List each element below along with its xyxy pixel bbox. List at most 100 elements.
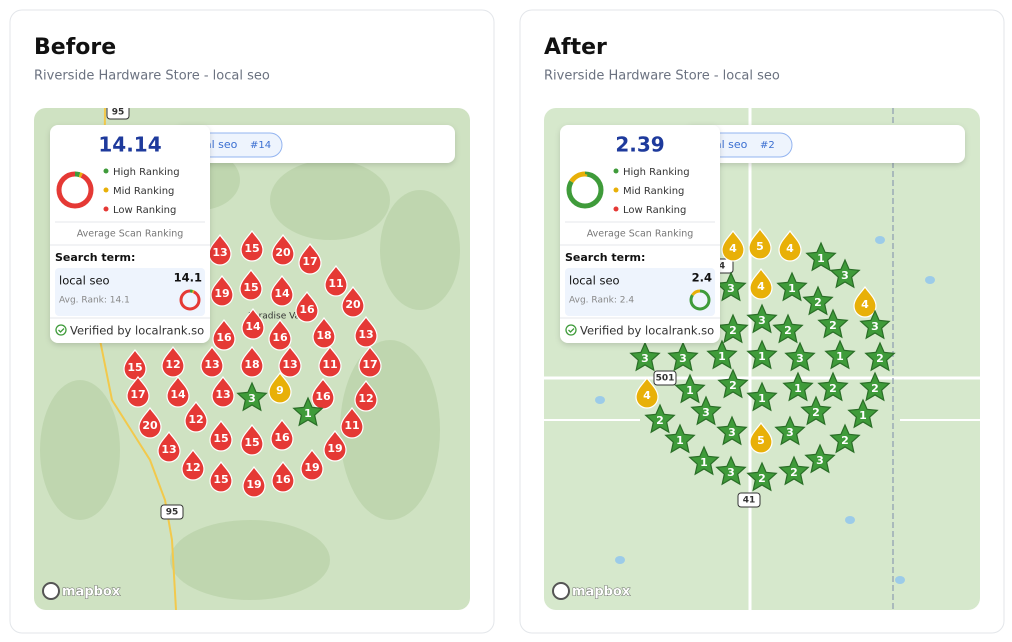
rank-label: 15 [127, 361, 142, 374]
rank-label: 17 [130, 388, 145, 401]
rank-marker: 4 [853, 285, 877, 318]
drop-marker [748, 227, 772, 260]
drop-marker [312, 316, 336, 349]
rank-label: 2 [729, 324, 737, 337]
rank-marker: 13 [200, 345, 224, 378]
drop-marker [298, 242, 322, 275]
rank-marker: 19 [323, 429, 347, 462]
drop-marker [278, 345, 302, 378]
rank-label: 15 [243, 281, 258, 294]
star-marker [706, 339, 738, 370]
rank-marker: 13 [354, 315, 378, 348]
rank-label: 19 [214, 287, 229, 300]
term: local seo [59, 274, 110, 288]
panel-card: Before Riverside Hardware Store - local s… [9, 9, 495, 634]
rank-label: 17 [362, 358, 377, 371]
rank-marker: 1 [688, 445, 720, 476]
star-marker [829, 258, 861, 289]
road-shield [160, 504, 184, 520]
star-marker [864, 341, 896, 372]
chip-rank: #14 [250, 140, 271, 151]
rank-marker: 2 [772, 313, 804, 344]
rank-label: 13 [215, 388, 230, 401]
rank-label: 3 [786, 426, 794, 439]
rank-label: 4 [786, 242, 794, 255]
term-score: 14.1 [174, 271, 202, 285]
panel-subtitle: Riverside Hardware Store - local seo [34, 69, 270, 84]
rank-marker: 12 [181, 448, 205, 481]
legend-label: Mid Ranking [113, 186, 174, 197]
legend-dot [103, 187, 109, 193]
rank-marker: 20 [341, 285, 365, 318]
check-icon [565, 324, 577, 336]
caption: Average Scan Ranking [77, 229, 184, 240]
drop-marker [268, 371, 292, 404]
legend-dot [613, 168, 619, 174]
rank-marker: 3 [746, 303, 778, 334]
term-box [565, 268, 715, 316]
rank-label: 2 [829, 319, 837, 332]
drop-marker [242, 465, 266, 498]
rank-marker: 1 [746, 381, 778, 412]
star-marker [746, 303, 778, 334]
terrain [270, 160, 390, 240]
rank-label: 2 [790, 466, 798, 479]
rank-marker: 4 [749, 267, 773, 300]
rank-label: 3 [727, 282, 735, 295]
rank-marker: 16 [212, 318, 236, 351]
rank-label: 13 [282, 358, 297, 371]
star-marker [802, 285, 834, 316]
rank-label: 20 [345, 298, 361, 311]
rank-label: 16 [274, 431, 290, 444]
rank-marker: 3 [715, 455, 747, 486]
lake [595, 396, 605, 404]
rank-label: 11 [322, 358, 337, 371]
rank-label: 12 [185, 461, 200, 474]
legend-label: Low Ranking [113, 205, 176, 216]
star-marker [292, 396, 324, 427]
rank-marker: 1 [805, 241, 837, 272]
lake [875, 236, 885, 244]
rank-label: 1 [758, 350, 766, 363]
star-marker [746, 339, 778, 370]
drop-marker [340, 406, 364, 439]
rank-marker: 2 [800, 395, 832, 426]
rank-marker: 3 [715, 271, 747, 302]
drop-marker [635, 376, 659, 409]
lake [615, 556, 625, 564]
rank-label: 2 [656, 414, 664, 427]
star-marker [644, 403, 676, 434]
rank-label: 20 [275, 246, 291, 259]
rank-marker: 13 [157, 430, 181, 463]
drop-marker [270, 274, 294, 307]
rank-marker: 19 [210, 274, 234, 307]
star-marker [667, 341, 699, 372]
rank-marker: 2 [859, 371, 891, 402]
rank-label: 3 [841, 269, 849, 282]
drop-marker [209, 460, 233, 493]
rank-label: 5 [756, 240, 764, 253]
drop-marker [778, 229, 802, 262]
rank-marker: 17 [126, 375, 150, 408]
star-marker [800, 395, 832, 426]
rank-marker: 11 [324, 264, 348, 297]
rank-label: 1 [836, 350, 844, 363]
rank-label: 15 [244, 242, 259, 255]
drop-marker [354, 315, 378, 348]
drop-marker [209, 419, 233, 452]
rank-marker: 5 [749, 421, 773, 454]
rank-marker: 2 [864, 341, 896, 372]
map-label: 501 [656, 374, 675, 384]
lake [845, 516, 855, 524]
rank-label: 3 [796, 352, 804, 365]
rank-marker: 18 [312, 316, 336, 349]
road-shield [106, 108, 130, 120]
drop-marker [211, 375, 235, 408]
rank-label: 1 [700, 456, 708, 469]
drop-marker [271, 233, 295, 266]
verified: Verified by localrank.so [580, 324, 714, 338]
rank-marker: 16 [268, 318, 292, 351]
rank-marker: 1 [746, 339, 778, 370]
drop-marker [208, 233, 232, 266]
rank-marker: 14 [166, 375, 190, 408]
